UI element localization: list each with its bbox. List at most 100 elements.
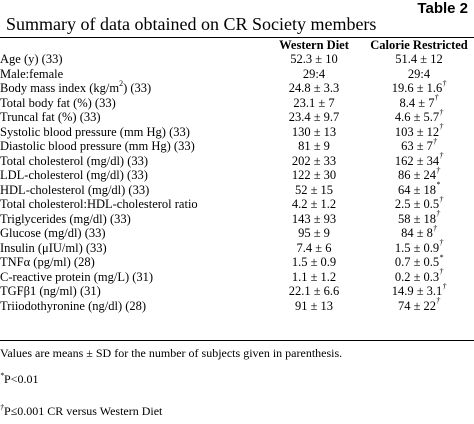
western-diet-value: 143 ± 93 (291, 211, 337, 226)
calorie-restricted-value-text: 58 ± 18 (397, 211, 437, 226)
row-label-text: TNFα (pg/ml) (28) (0, 255, 95, 269)
row-label: Male:female (0, 67, 63, 82)
calorie-restricted-value: 63 ± 7† (364, 136, 474, 154)
row-label: TNFα (pg/ml) (28) (0, 255, 95, 270)
significance-mark: † (432, 223, 437, 233)
row-label-text: Triglycerides (mg/dl) (33) (0, 211, 131, 226)
western-diet-value: 24.8 ± 3.3 (288, 81, 340, 95)
calorie-restricted-value: 8.4 ± 7† (364, 93, 474, 111)
calorie-restricted-value-text: 84 ± 8 (401, 226, 433, 240)
table-title: Summary of data obtained on CR Society m… (6, 14, 377, 34)
table-row: Age (y) (33) 52.3 ± 10 51.4 ± 12 (0, 52, 474, 67)
calorie-restricted-value-text: 51.4 ± 12 (395, 52, 443, 66)
row-label-text: Glucose (mg/dl) (33) (0, 226, 106, 240)
calorie-restricted-value: 4.6 ± 5.7† (364, 107, 474, 125)
western-diet-value: 4.2 ± 1.2 (291, 197, 337, 211)
table-label: Table 2 (417, 0, 468, 17)
row-label-suffix: ) (33) (123, 81, 152, 95)
significance-mark: † (439, 238, 444, 248)
footnote-text: P<0.01 (4, 372, 39, 386)
row-label-text: Triiodothyronine (ng/dl) (28) (0, 298, 147, 313)
western-diet-value: 7.4 ± 6 (296, 240, 332, 255)
row-label: Diastolic blood pressure (mm Hg) (33) (0, 139, 195, 154)
calorie-restricted-value-text: 64 ± 18 (397, 182, 437, 197)
significance-mark: † (434, 93, 439, 103)
western-diet-value: 91 ± 13 (294, 298, 334, 313)
calorie-restricted-value-text: 4.6 ± 5.7 (394, 110, 440, 124)
row-label-text: Total cholesterol (mg/dl) (33) (0, 153, 149, 168)
calorie-restricted-value-text: 0.7 ± 0.5 (394, 255, 440, 269)
table-row: Body mass index (kg/m2) (33) 24.8 ± 3.3 19… (0, 78, 474, 96)
table-row: Glucose (mg/dl) (33) 95 ± 9 84 ± 8† (0, 223, 474, 241)
row-label: Truncal fat (%) (33) (0, 110, 101, 125)
calorie-restricted-value: 64 ± 18* (364, 180, 474, 198)
footnote-text: P≤0.001 CR versus Western Diet (4, 404, 163, 418)
significance-mark: * (439, 252, 444, 262)
row-label: Triiodothyronine (ng/dl) (28) (0, 299, 146, 314)
footnote-p-001: *P<0.01 (0, 372, 39, 387)
top-rule (0, 37, 474, 38)
row-label: TGFβ1 (ng/ml) (31) (0, 284, 101, 299)
western-diet-value: 52 ± 15 (294, 182, 334, 197)
row-label: Age (y) (33) (0, 52, 62, 67)
row-label: Total body fat (%) (33) (0, 96, 116, 111)
western-diet-value: 202 ± 33 (291, 153, 337, 168)
significance-mark: † (439, 267, 444, 277)
table-row: Triiodothyronine (ng/dl) (28) 91 ± 13 74 ±… (0, 296, 474, 314)
calorie-restricted-value-text: 29:4 (407, 66, 431, 81)
calorie-restricted-value: 29:4 (364, 67, 474, 82)
calorie-restricted-value: 0.2 ± 0.3† (364, 267, 474, 285)
row-label: Total cholesterol:HDL-cholesterol ratio (0, 197, 198, 212)
header-calorie-restricted: Calorie Restricted (370, 38, 468, 52)
row-label-text: Systolic blood pressure (mm Hg) (33) (0, 124, 190, 139)
calorie-restricted-value: 19.6 ± 1.6† (364, 79, 474, 96)
row-label: Triglycerides (mg/dl) (33) (0, 212, 131, 227)
row-label-text: Truncal fat (%) (33) (0, 110, 101, 124)
table-row: Male:female 29:4 29:4 (0, 67, 474, 82)
table-row: HDL-cholesterol (mg/dl) (33) 52 ± 15 64 ± … (0, 180, 474, 198)
row-label-superscript: 2 (119, 78, 124, 88)
calorie-restricted-value: 58 ± 18† (364, 210, 474, 227)
row-label: Total cholesterol (mg/dl) (33) (0, 154, 148, 169)
header-western-diet: Western Diet (244, 38, 414, 52)
row-label-text: LDL-cholesterol (mg/dl) (33) (0, 168, 148, 182)
western-diet-value: 23.4 ± 9.7 (288, 110, 340, 124)
calorie-restricted-value: 51.4 ± 12 (364, 52, 474, 67)
western-diet-value: 22.1 ± 6.6 (288, 284, 340, 298)
bottom-rule (0, 340, 474, 341)
calorie-restricted-value-text: 74 ± 22 (397, 298, 437, 313)
calorie-restricted-value: 74 ± 22† (364, 296, 474, 314)
calorie-restricted-value-text: 86 ± 24 (397, 168, 437, 182)
row-label-text: C-reactive protein (mg/L) (31) (0, 269, 154, 284)
table-row: TNFα (pg/ml) (28) 1.5 ± 0.9 0.7 ± 0.5* (0, 252, 474, 270)
row-label-text: Male:female (0, 66, 64, 81)
significance-mark: † (432, 136, 437, 146)
western-diet-value: 1.5 ± 0.9 (291, 255, 337, 269)
calorie-restricted-value-text: 19.6 ± 1.6 (391, 81, 443, 95)
table-row: Total cholesterol:HDL-cholesterol ratio 4… (0, 195, 474, 212)
calorie-restricted-value: 0.7 ± 0.5* (364, 252, 474, 270)
row-label-text: Diastolic blood pressure (mm Hg) (33) (0, 139, 195, 153)
values-footnote: Values are means ± SD for the number of … (0, 346, 343, 360)
calorie-restricted-value-text: 63 ± 7 (401, 139, 433, 153)
calorie-restricted-value: 2.5 ± 0.5† (364, 195, 474, 212)
calorie-restricted-value-text: 103 ± 12 (394, 124, 440, 139)
row-label-text: Total cholesterol:HDL-cholesterol ratio (0, 197, 198, 211)
calorie-restricted-value-text: 0.2 ± 0.3 (394, 269, 440, 284)
significance-mark: † (439, 107, 444, 117)
row-label-text: TGFβ1 (ng/ml) (31) (0, 284, 101, 298)
significance-mark: * (436, 180, 441, 190)
calorie-restricted-value: 84 ± 8† (364, 223, 474, 241)
western-diet-value: 29:4 (302, 66, 326, 81)
table-row: C-reactive protein (mg/L) (31) 1.1 ± 1.2 0… (0, 267, 474, 285)
calorie-restricted-value-text: 2.5 ± 0.5 (394, 197, 440, 211)
table-row: LDL-cholesterol (mg/dl) (33) 122 ± 30 86 ±… (0, 166, 474, 183)
significance-mark: † (436, 296, 441, 306)
calorie-restricted-value: 1.5 ± 0.9† (364, 238, 474, 256)
western-diet-value: 130 ± 13 (291, 124, 337, 139)
table-row: Truncal fat (%) (33) 23.4 ± 9.7 4.6 ± 5.7† (0, 107, 474, 125)
table-row: TGFβ1 (ng/ml) (31) 22.1 ± 6.6 14.9 ± 3.1† (0, 282, 474, 299)
row-label-text: Age (y) (33) (0, 52, 63, 66)
table-row: Triglycerides (mg/dl) (33) 143 ± 93 58 ± 1… (0, 210, 474, 227)
western-diet-value: 52.3 ± 10 (290, 52, 338, 66)
